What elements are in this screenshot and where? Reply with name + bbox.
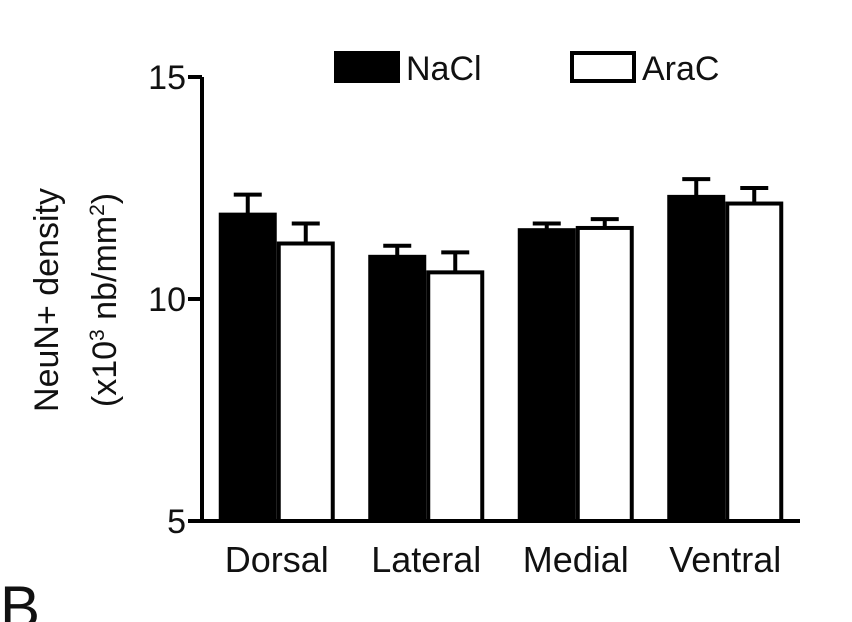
category-label: Dorsal (225, 539, 329, 580)
y-ticks: 5 10 15 (148, 59, 202, 541)
bar (368, 254, 427, 523)
bar (426, 270, 485, 523)
y-axis-label: NeuN+ density (x103 nb/mm2) (28, 188, 124, 412)
y-axis-label-line1: NeuN+ density (28, 188, 66, 412)
category-label: Lateral (371, 539, 481, 580)
category-label: Ventral (669, 539, 781, 580)
category-labels: Dorsal Lateral Medial Ventral (225, 539, 782, 580)
bars (218, 177, 784, 524)
legend: NaCl AraC (334, 50, 719, 88)
bar (517, 228, 576, 523)
bar (575, 225, 634, 524)
y-axis-label-line2: (x103 nb/mm2) (86, 193, 124, 407)
category-label: Medial (523, 539, 629, 580)
y-tick-label: 15 (148, 59, 186, 97)
legend-label: AraC (642, 50, 719, 88)
bar (276, 241, 335, 523)
y-tick-label: 10 (148, 281, 186, 319)
legend-swatch (570, 51, 636, 83)
panel-letter: B (0, 582, 40, 622)
bar (218, 212, 277, 523)
legend-label: NaCl (406, 50, 482, 88)
legend-swatch (334, 51, 400, 83)
bar-chart: NeuN+ density (x103 nb/mm2) 5 10 15 Dorsal… (28, 50, 800, 580)
bar (725, 201, 784, 523)
bar (667, 194, 726, 523)
y-tick-label: 5 (167, 503, 186, 541)
